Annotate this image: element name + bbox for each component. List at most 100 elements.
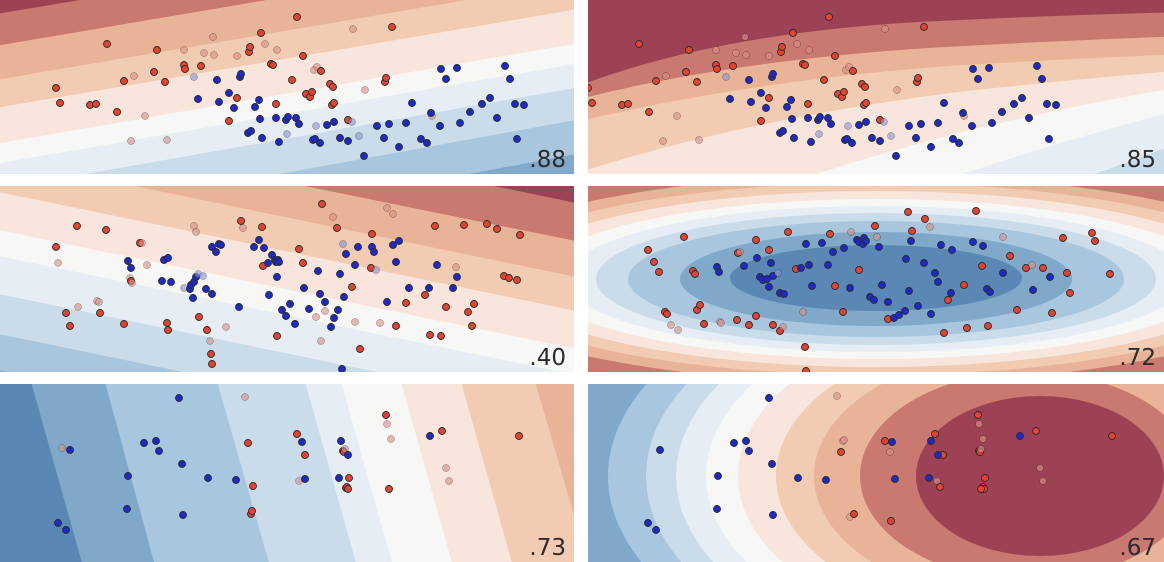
data-point — [680, 233, 688, 241]
data-point — [249, 482, 257, 490]
data-point — [150, 68, 158, 76]
data-point — [765, 94, 773, 102]
data-point — [199, 272, 207, 280]
data-point — [127, 264, 135, 272]
data-point — [635, 40, 643, 48]
data-point — [192, 228, 200, 236]
panel-2-canvas — [588, 0, 1164, 174]
data-point — [130, 72, 138, 80]
data-point — [921, 215, 929, 223]
data-point — [887, 132, 895, 140]
data-point — [1036, 464, 1044, 472]
data-point — [940, 329, 948, 337]
data-point — [815, 130, 823, 138]
data-point — [222, 323, 230, 331]
data-point — [984, 322, 992, 330]
data-point — [330, 99, 338, 107]
data-point — [905, 287, 913, 295]
data-point — [881, 25, 889, 33]
data-point — [275, 138, 283, 146]
data-point — [344, 451, 352, 459]
data-point — [382, 411, 390, 419]
data-point — [1038, 75, 1046, 83]
data-point — [392, 258, 400, 266]
data-point — [158, 277, 166, 285]
data-point — [453, 64, 461, 72]
panel-4-scatter — [588, 186, 1164, 372]
data-point — [239, 224, 247, 232]
data-point — [96, 309, 104, 317]
data-point — [949, 135, 957, 143]
data-point — [283, 130, 291, 138]
data-point — [483, 220, 491, 228]
data-point — [140, 439, 148, 447]
data-point — [212, 248, 220, 256]
data-point — [258, 134, 266, 142]
data-point — [745, 76, 753, 84]
data-point — [974, 75, 982, 83]
data-point — [729, 62, 737, 70]
data-point — [730, 439, 738, 447]
data-point — [349, 25, 357, 33]
data-point — [282, 312, 290, 320]
data-point — [164, 254, 172, 262]
panel-1-score: .88 — [529, 147, 566, 173]
data-point — [230, 104, 238, 112]
data-point — [52, 243, 60, 251]
data-point — [423, 139, 431, 147]
data-point — [286, 300, 294, 308]
data-point — [999, 233, 1007, 241]
data-point — [300, 284, 308, 292]
data-point — [247, 127, 255, 135]
data-point — [652, 77, 660, 85]
data-point — [355, 132, 363, 140]
data-point — [1013, 306, 1021, 314]
data-point — [802, 367, 810, 372]
data-point — [235, 303, 243, 311]
data-point — [927, 143, 935, 151]
data-point — [881, 437, 889, 445]
data-point — [327, 323, 335, 331]
data-point — [714, 472, 722, 480]
data-point — [189, 294, 197, 302]
data-point — [486, 94, 494, 102]
data-point — [868, 134, 876, 142]
data-point — [818, 239, 826, 247]
data-point — [934, 278, 942, 286]
data-point — [742, 51, 750, 59]
data-point — [321, 298, 329, 306]
data-point — [402, 299, 410, 307]
data-point — [233, 94, 241, 102]
data-point — [113, 108, 121, 116]
panel-1-scatter — [0, 0, 574, 174]
data-point — [839, 308, 847, 316]
data-point — [745, 447, 753, 455]
data-point — [197, 62, 205, 70]
data-point — [155, 447, 163, 455]
data-point — [696, 301, 704, 309]
data-point — [871, 222, 879, 230]
data-point — [257, 29, 265, 37]
data-point — [293, 430, 301, 438]
data-point — [272, 114, 280, 122]
data-point — [673, 112, 681, 120]
data-point — [926, 223, 934, 231]
data-point — [244, 439, 252, 447]
data-point — [299, 259, 307, 267]
data-point — [1043, 100, 1051, 108]
data-point — [825, 13, 833, 21]
data-point — [237, 217, 245, 225]
data-point — [979, 242, 987, 250]
data-point — [840, 244, 848, 252]
data-point — [934, 119, 942, 127]
data-point — [210, 51, 218, 59]
data-point — [745, 321, 753, 329]
data-point — [757, 117, 765, 125]
data-point — [175, 394, 183, 402]
data-point — [385, 120, 393, 128]
data-point — [780, 290, 788, 298]
data-point — [273, 273, 281, 281]
data-point — [1052, 101, 1060, 109]
panel-1: .88 — [0, 0, 574, 174]
data-point — [206, 337, 214, 345]
